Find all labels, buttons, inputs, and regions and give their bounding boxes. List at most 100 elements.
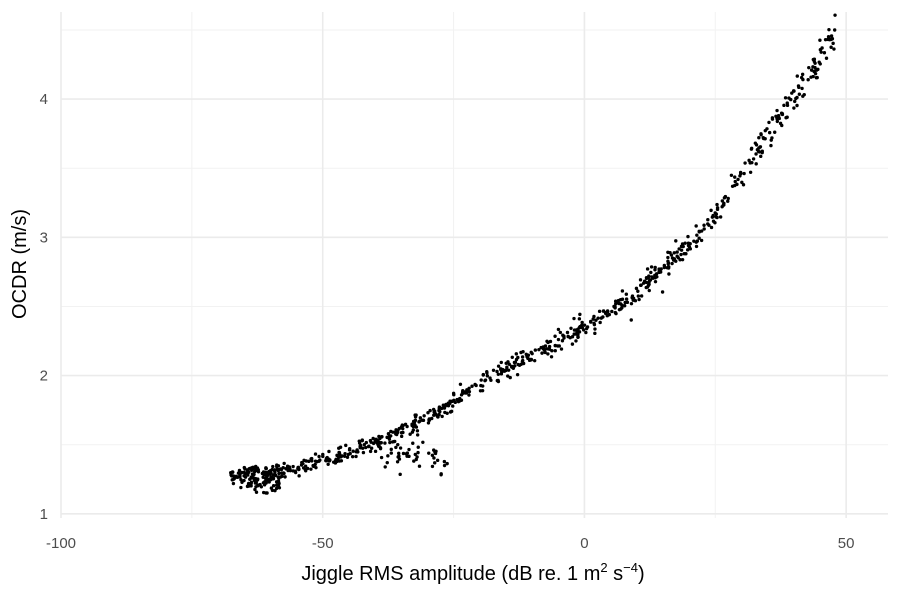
data-point: [243, 472, 248, 476]
data-point: [580, 326, 585, 330]
data-point: [547, 344, 552, 349]
data-point: [591, 317, 595, 321]
data-point: [796, 84, 801, 88]
data-point: [515, 372, 520, 377]
data-point: [276, 483, 281, 488]
data-point: [616, 298, 621, 303]
data-point: [577, 325, 582, 330]
x-tick-label: 50: [838, 535, 855, 552]
data-point: [715, 207, 720, 212]
data-point: [713, 221, 717, 225]
data-point: [426, 421, 431, 425]
data-point: [775, 119, 780, 124]
data-point: [413, 452, 417, 457]
data-point: [666, 250, 670, 254]
data-point: [622, 304, 627, 308]
data-point: [373, 449, 378, 454]
data-point: [458, 398, 462, 402]
data-point: [827, 27, 831, 32]
data-point: [761, 135, 765, 140]
data-point: [653, 279, 658, 284]
data-point: [613, 299, 618, 303]
data-point: [570, 342, 575, 346]
data-point: [815, 75, 819, 80]
data-point: [695, 233, 699, 237]
data-point: [401, 451, 406, 456]
data-point: [573, 332, 577, 336]
data-point: [829, 45, 833, 49]
data-point: [267, 469, 271, 474]
data-point: [715, 215, 719, 220]
data-point: [742, 171, 746, 176]
data-point: [774, 114, 778, 119]
data-point: [697, 229, 701, 234]
data-point: [639, 294, 644, 298]
data-point: [783, 96, 788, 100]
data-point: [331, 460, 336, 464]
data-point: [577, 330, 582, 334]
data-point: [399, 430, 404, 435]
data-point: [504, 361, 508, 365]
data-point: [553, 334, 557, 338]
data-point: [592, 322, 597, 327]
data-point: [247, 481, 251, 486]
data-point: [461, 389, 465, 393]
data-point: [647, 282, 651, 287]
data-point: [782, 103, 786, 108]
data-point: [741, 183, 746, 187]
data-point: [709, 225, 714, 230]
data-point: [532, 358, 537, 363]
data-point: [672, 251, 676, 255]
data-point: [369, 440, 373, 444]
data-point: [710, 215, 715, 219]
data-point: [576, 335, 580, 339]
data-point: [641, 281, 646, 285]
data-point: [261, 490, 266, 495]
data-point: [286, 468, 290, 473]
data-point: [773, 130, 777, 134]
data-point: [533, 348, 538, 352]
data-point: [601, 315, 605, 319]
data-point: [435, 458, 440, 463]
data-point: [245, 468, 250, 472]
data-point: [413, 418, 418, 423]
data-point: [364, 440, 368, 445]
data-point: [410, 430, 415, 434]
data-point: [389, 434, 393, 438]
data-point: [397, 426, 401, 431]
data-point: [795, 95, 799, 100]
data-point: [399, 434, 404, 439]
data-point: [743, 161, 747, 165]
data-point: [759, 133, 763, 137]
data-point: [692, 239, 696, 243]
data-point: [521, 350, 525, 354]
data-point: [625, 300, 630, 305]
data-point: [610, 309, 614, 314]
data-point: [699, 238, 704, 243]
data-point: [653, 268, 657, 272]
data-point: [769, 138, 773, 142]
data-point: [757, 146, 761, 150]
data-point: [754, 162, 758, 166]
data-point: [605, 314, 609, 318]
data-point: [279, 467, 283, 471]
data-point: [271, 464, 275, 469]
data-point: [361, 450, 366, 455]
data-point: [397, 451, 401, 456]
data-point: [282, 461, 286, 466]
data-point: [385, 460, 389, 465]
data-point: [297, 474, 301, 478]
y-tick-label: 4: [40, 91, 48, 108]
data-point: [629, 318, 633, 322]
data-point: [339, 459, 344, 463]
data-point: [682, 252, 686, 256]
data-point: [510, 355, 514, 359]
data-point: [253, 487, 257, 492]
data-point: [645, 267, 650, 271]
data-point: [685, 248, 690, 252]
data-point: [597, 309, 602, 314]
data-point: [763, 128, 767, 133]
y-tick-label: 1: [40, 506, 48, 523]
data-point: [434, 449, 438, 454]
data-point: [317, 454, 321, 459]
